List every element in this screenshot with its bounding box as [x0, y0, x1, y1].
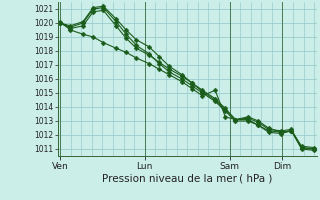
X-axis label: Pression niveau de la mer ( hPa ): Pression niveau de la mer ( hPa ): [102, 173, 272, 183]
